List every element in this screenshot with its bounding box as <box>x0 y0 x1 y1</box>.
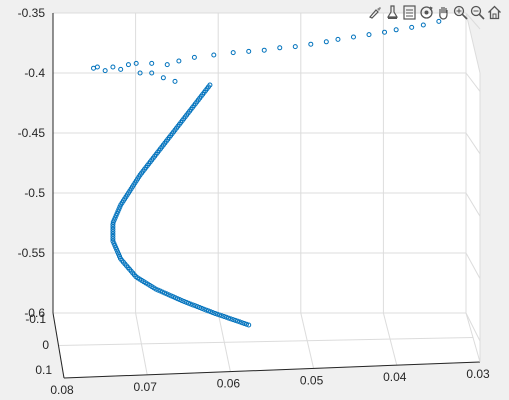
scatter-marker <box>223 314 229 320</box>
scatter-marker <box>149 60 155 66</box>
scatter-marker <box>110 226 116 232</box>
scatter-marker <box>212 310 218 316</box>
scatter-marker <box>110 219 116 225</box>
axis-lines <box>52 12 481 379</box>
scatter-marker <box>237 319 243 325</box>
scatter-marker <box>211 52 217 58</box>
scatter-marker <box>191 54 197 60</box>
axes-back-panel <box>53 13 466 313</box>
scatter-marker <box>160 75 166 81</box>
legend-icon[interactable] <box>401 3 418 21</box>
y-tick-label: 0 <box>42 338 49 352</box>
scatter-marker <box>137 70 143 76</box>
home-icon[interactable] <box>486 3 503 21</box>
x-tick-label: 0.04 <box>383 370 407 384</box>
x-tick-label: 0.03 <box>466 367 490 381</box>
side-top-edge <box>465 12 481 74</box>
scatter-marker <box>308 41 314 47</box>
scatter-marker <box>366 32 372 38</box>
scatter-marker <box>228 316 234 322</box>
scatter-marker <box>335 36 341 42</box>
brush-icon[interactable] <box>367 3 384 21</box>
z-tick-label: -0.4 <box>24 66 45 80</box>
scatter-marker <box>409 24 415 30</box>
tick-labels: 0.08 0.07 0.06 0.05 0.04 0.03 -0.35 -0.4 -0.45 -0… <box>18 6 490 397</box>
zoom-out-icon[interactable] <box>469 3 486 21</box>
scatter-marker <box>149 70 155 76</box>
x-tick-label: 0.08 <box>50 383 74 397</box>
scatter-marker <box>246 48 252 54</box>
axes-floor-panel <box>53 313 480 378</box>
scatter-marker <box>217 312 223 318</box>
scatter-marker <box>219 313 225 319</box>
axes-toolbar <box>367 2 503 22</box>
scatter-marker <box>210 310 216 316</box>
z-tick-label: -0.5 <box>24 186 45 200</box>
y-tick-label: 0.1 <box>35 363 52 377</box>
scatter-marker <box>125 62 131 68</box>
scatter-marker <box>133 60 139 66</box>
scatter-marker <box>261 47 267 53</box>
grid-z-side <box>465 72 481 92</box>
scatter-marker <box>241 320 247 326</box>
x-tick-label: 0.07 <box>134 380 158 394</box>
scatter-marker <box>323 39 329 45</box>
scatter-marker <box>277 45 283 51</box>
scatter-marker <box>436 18 442 24</box>
scatter-marker <box>110 64 116 70</box>
y-axis-line <box>52 312 65 379</box>
scatter-marker <box>232 317 238 323</box>
scatter-marker <box>230 50 236 56</box>
scatter-markers <box>91 18 442 328</box>
grid-z-side <box>465 312 481 342</box>
datatip-icon[interactable] <box>384 3 401 21</box>
scatter-marker <box>94 64 100 70</box>
scatter-marker <box>226 315 232 321</box>
scatter-marker <box>172 78 178 84</box>
x-tick-label: 0.05 <box>300 373 324 387</box>
scatter-marker <box>230 317 236 323</box>
scatter-marker <box>110 236 116 242</box>
scatter-marker <box>110 231 116 237</box>
x-axis-line <box>63 361 481 379</box>
grid-z-side <box>465 12 481 30</box>
rotate3d-icon[interactable] <box>418 3 435 21</box>
scatter-marker <box>393 27 399 33</box>
scatter-marker <box>420 22 426 28</box>
grid-z-side <box>465 132 481 155</box>
scatter-marker <box>239 320 245 326</box>
grid-z-side <box>465 192 481 217</box>
scatter-marker <box>292 44 298 50</box>
scatter-marker <box>176 58 182 64</box>
scatter-marker <box>110 229 116 235</box>
z-tick-label: -0.35 <box>18 6 46 20</box>
scatter-marker <box>382 29 388 35</box>
scatter-marker <box>246 322 252 328</box>
scatter-marker <box>235 318 241 324</box>
z-tick-label: -0.55 <box>18 246 46 260</box>
axes-side-panel <box>466 13 480 362</box>
scatter-marker <box>214 311 220 317</box>
scatter-marker <box>350 34 356 40</box>
z-tick-label: -0.45 <box>18 126 46 140</box>
scatter-marker <box>110 233 116 239</box>
grid-lines <box>52 12 481 379</box>
zoom-in-icon[interactable] <box>452 3 469 21</box>
z-tick-label: -0.6 <box>24 306 45 320</box>
grid-y-floor <box>58 337 474 346</box>
scatter-marker <box>118 66 124 72</box>
scatter-marker <box>102 68 108 74</box>
scatter-marker <box>164 62 170 68</box>
scatter-marker <box>221 314 227 320</box>
grid-z-side <box>465 252 481 279</box>
y-tick-label: -0.1 <box>25 312 46 326</box>
scatter-marker <box>110 221 116 227</box>
scatter-marker <box>243 321 249 327</box>
pan-icon[interactable] <box>435 3 452 21</box>
scatter-marker <box>110 224 116 230</box>
x-tick-label: 0.06 <box>217 377 241 391</box>
